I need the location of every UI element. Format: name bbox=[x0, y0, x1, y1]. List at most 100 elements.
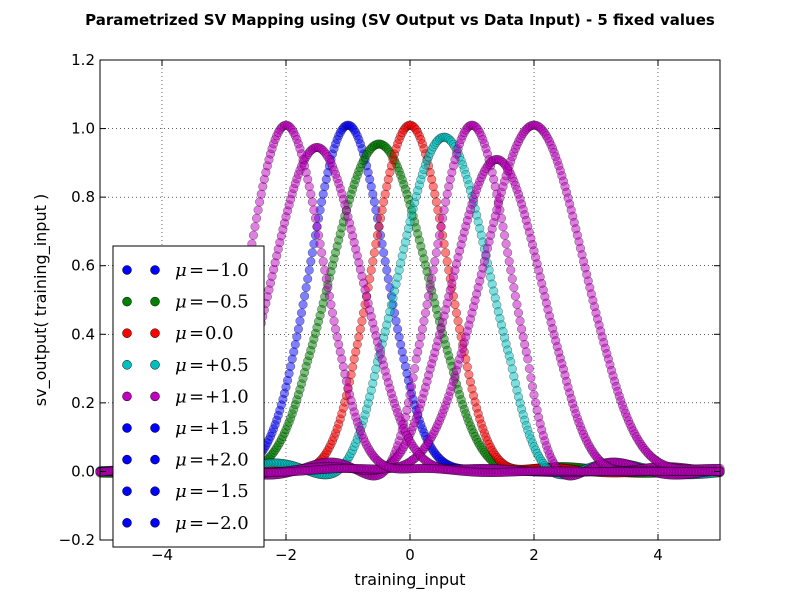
data-point bbox=[379, 248, 389, 258]
data-point bbox=[416, 332, 426, 342]
data-point bbox=[500, 230, 510, 240]
legend-entry: μ = +0.5 bbox=[122, 355, 249, 376]
legend-entry: μ = 0.0 bbox=[122, 323, 234, 344]
data-point bbox=[422, 300, 432, 310]
data-point bbox=[329, 316, 339, 326]
data-point bbox=[332, 332, 342, 342]
data-point bbox=[331, 324, 341, 334]
y-tick-label: 1.0 bbox=[71, 120, 95, 138]
legend-label-mu: μ bbox=[175, 386, 187, 407]
data-point bbox=[286, 361, 296, 371]
data-point bbox=[292, 332, 302, 342]
legend-marker bbox=[122, 296, 132, 307]
y-tick-label: 0.6 bbox=[71, 257, 95, 275]
data-point bbox=[513, 308, 524, 318]
data-point bbox=[419, 316, 429, 326]
legend-marker bbox=[150, 486, 160, 496]
data-point bbox=[371, 239, 381, 249]
data-point bbox=[324, 291, 334, 301]
data-point bbox=[434, 230, 445, 240]
data-point bbox=[441, 197, 451, 207]
data-point bbox=[391, 316, 401, 326]
data-point bbox=[318, 256, 328, 266]
data-point bbox=[509, 282, 519, 293]
legend-marker bbox=[122, 328, 132, 338]
data-point bbox=[396, 339, 406, 350]
data-point bbox=[428, 265, 438, 275]
data-point bbox=[352, 339, 362, 350]
data-point bbox=[255, 197, 265, 207]
legend-marker bbox=[150, 518, 160, 528]
legend-label-eq: = bbox=[189, 450, 204, 471]
legend: μ = −1.0μ = −0.5μ = 0.0μ = +0.5μ = +1.0μ = +1.5μ = +2.… bbox=[112, 245, 265, 548]
data-point bbox=[251, 213, 262, 223]
data-point bbox=[453, 316, 463, 326]
data-point bbox=[510, 291, 520, 301]
data-point bbox=[309, 205, 319, 215]
legend-label-value: +1.0 bbox=[205, 386, 249, 407]
legend-entry: μ = −1.0 bbox=[122, 260, 249, 281]
data-point bbox=[296, 308, 307, 318]
data-point bbox=[430, 256, 440, 266]
x-tick-label: 2 bbox=[529, 546, 539, 564]
data-point bbox=[369, 248, 379, 258]
data-point bbox=[462, 362, 472, 372]
data-point bbox=[337, 354, 347, 364]
data-point bbox=[376, 213, 386, 223]
legend-box bbox=[112, 245, 265, 548]
data-point bbox=[413, 347, 423, 357]
data-point bbox=[298, 300, 308, 310]
legend-entry: μ = −2.0 bbox=[122, 513, 249, 534]
data-point bbox=[377, 205, 387, 215]
data-point bbox=[326, 300, 336, 310]
data-point bbox=[504, 256, 514, 266]
data-point bbox=[512, 300, 522, 310]
data-point bbox=[439, 205, 449, 215]
y-tick-label: 0.8 bbox=[71, 188, 95, 206]
legend-label-eq: = bbox=[189, 386, 204, 407]
data-point bbox=[442, 256, 452, 266]
legend-label-mu: μ bbox=[175, 513, 187, 534]
data-point bbox=[310, 213, 321, 223]
data-point bbox=[425, 282, 435, 293]
data-point bbox=[250, 222, 260, 232]
legend-label-eq: = bbox=[189, 260, 204, 281]
data-point bbox=[428, 182, 438, 192]
data-point bbox=[355, 324, 365, 334]
legend-marker bbox=[122, 423, 132, 433]
data-point bbox=[374, 222, 384, 232]
data-point bbox=[303, 274, 313, 284]
y-tick-label: −0.2 bbox=[59, 531, 95, 549]
legend-marker bbox=[150, 265, 160, 275]
data-point bbox=[405, 390, 415, 400]
data-point bbox=[438, 213, 448, 223]
legend-entry: μ = −0.5 bbox=[122, 292, 249, 313]
x-tick-label: 0 bbox=[405, 546, 415, 564]
data-point bbox=[527, 381, 538, 392]
y-tick-label: 1.2 bbox=[71, 51, 95, 69]
data-point bbox=[321, 274, 331, 284]
data-point bbox=[357, 316, 367, 326]
data-point bbox=[348, 362, 358, 372]
data-point bbox=[315, 239, 325, 249]
legend-marker bbox=[150, 454, 160, 465]
legend-label-value: −1.5 bbox=[205, 481, 249, 502]
data-point bbox=[306, 189, 316, 199]
data-point bbox=[507, 274, 517, 284]
legend-label-value: +1.5 bbox=[205, 418, 249, 439]
legend-marker bbox=[150, 360, 160, 370]
y-tick-label: 0.4 bbox=[71, 325, 95, 343]
legend-marker bbox=[122, 486, 132, 496]
legend-label-mu: μ bbox=[175, 481, 187, 502]
legend-entry: μ = +2.0 bbox=[122, 450, 249, 471]
data-point bbox=[464, 370, 474, 380]
data-point bbox=[318, 189, 328, 199]
chart-title: Parametrized SV Mapping using (SV Output… bbox=[85, 11, 715, 29]
legend-entry: μ = +1.0 bbox=[122, 386, 249, 407]
data-point bbox=[380, 256, 390, 266]
data-point bbox=[380, 189, 390, 199]
data-point bbox=[256, 189, 266, 199]
data-point bbox=[295, 316, 305, 326]
legend-marker bbox=[122, 518, 132, 528]
data-point bbox=[520, 339, 530, 350]
